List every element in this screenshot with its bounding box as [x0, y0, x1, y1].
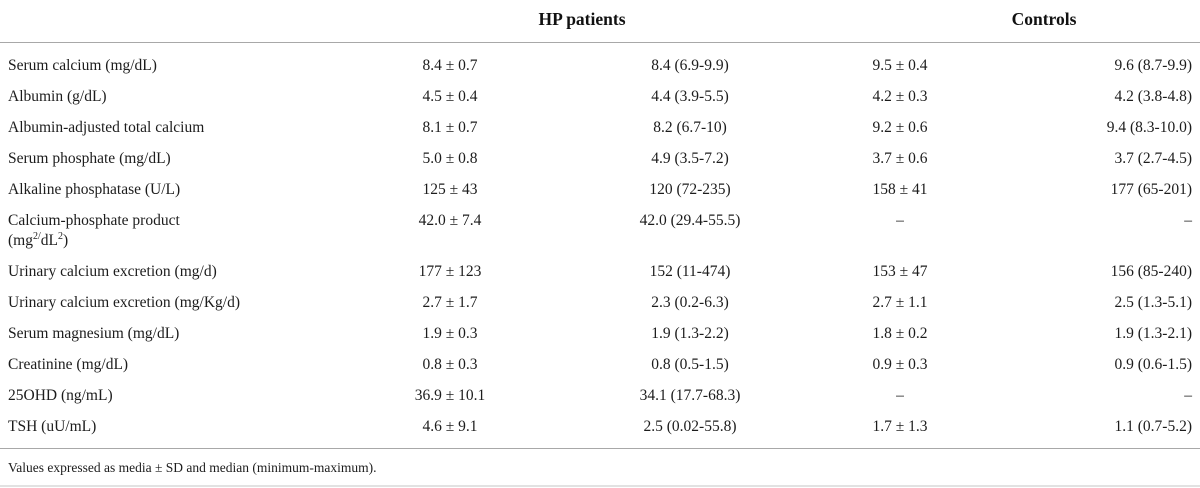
controls-mean-sd-value: 1.8 ± 0.2: [872, 325, 928, 342]
controls-median-range-value: 1.1 (0.7-5.2): [1114, 418, 1193, 435]
hp-median-range-value: 8.4 (6.9-9.9): [651, 57, 729, 74]
header-spacer: [0, 0, 330, 43]
controls-mean-sd-value: 158 ± 41: [872, 181, 928, 198]
hp-median-range-value: 42.0 (29.4-55.5): [639, 212, 741, 229]
row-label: Serum phosphate (mg/dL): [8, 150, 171, 167]
row-label: Calcium-phosphate product (mg2/dL2): [8, 212, 180, 249]
row-label: Urinary calcium excretion (mg/d): [8, 263, 217, 280]
table-footnote: Values expressed as media ± SD and media…: [8, 460, 377, 475]
row-label: 25OHD (ng/mL): [8, 387, 113, 404]
controls-mean-sd-value: 4.2 ± 0.3: [872, 88, 928, 105]
row-label: Serum magnesium (mg/dL): [8, 325, 180, 342]
row-label-unit: (mg2/dL2): [8, 230, 69, 249]
hp-median-range-value: 4.4 (3.9-5.5): [651, 88, 729, 105]
controls-mean-sd-value: 9.5 ± 0.4: [872, 57, 928, 74]
hp-median-range-value: 152 (11-474): [649, 263, 731, 280]
table-footnote-section: Values expressed as media ± SD and media…: [0, 448, 1200, 476]
hp-median-range-value: 2.3 (0.2-6.3): [651, 294, 729, 311]
hp-mean-sd-value: 36.9 ± 10.1: [414, 387, 486, 404]
hp-median-range-value: 0.8 (0.5-1.5): [651, 356, 729, 373]
row-label: Alkaline phosphatase (U/L): [8, 181, 181, 198]
controls-median-range-value: –: [1184, 387, 1193, 404]
hp-mean-sd-value: 8.4 ± 0.7: [422, 57, 478, 74]
hp-median-range-value: 34.1 (17.7-68.3): [639, 387, 741, 404]
lab-values-table: HP patients Controls Serum calcium (mg/d…: [0, 0, 1200, 448]
column-group-controls: Controls: [810, 0, 1200, 43]
controls-mean-sd-value: –: [896, 387, 904, 404]
hp-median-range-value: 120 (72-235): [649, 181, 731, 198]
controls-median-range-value: 0.9 (0.6-1.5): [1114, 356, 1193, 373]
table-row-albumin-adjusted-calcium: Albumin-adjusted total calcium 8.1 ± 0.7…: [0, 113, 1200, 144]
controls-median-range-value: 156 (85-240): [1110, 263, 1193, 280]
row-label: Urinary calcium excretion (mg/Kg/d): [8, 294, 240, 311]
hp-median-range-value: 4.9 (3.5-7.2): [651, 150, 729, 167]
controls-mean-sd-value: 153 ± 47: [872, 263, 928, 280]
table-row-serum-phosphate: Serum phosphate (mg/dL) 5.0 ± 0.8 4.9 (3…: [0, 144, 1200, 175]
table-row-serum-calcium: Serum calcium (mg/dL) 8.4 ± 0.7 8.4 (6.9…: [0, 43, 1200, 83]
table-row-albumin: Albumin (g/dL) 4.5 ± 0.4 4.4 (3.9-5.5) 4…: [0, 82, 1200, 113]
table-row-calcium-phosphate-product: Calcium-phosphate product (mg2/dL2) 42.0 …: [0, 206, 1200, 257]
controls-median-range-value: 177 (65-201): [1110, 181, 1193, 198]
row-label: TSH (uU/mL): [8, 418, 97, 435]
controls-median-range-value: 9.4 (8.3-10.0): [1106, 119, 1193, 136]
row-label: Albumin-adjusted total calcium: [8, 119, 205, 136]
table-row-serum-magnesium: Serum magnesium (mg/dL) 1.9 ± 0.3 1.9 (1…: [0, 319, 1200, 350]
hp-mean-sd-value: 0.8 ± 0.3: [422, 356, 478, 373]
hp-mean-sd-value: 125 ± 43: [422, 181, 478, 198]
controls-median-range-value: 3.7 (2.7-4.5): [1114, 150, 1193, 167]
controls-mean-sd-value: –: [896, 212, 904, 229]
column-group-hp-patients: HP patients: [330, 0, 810, 43]
controls-median-range-value: 9.6 (8.7-9.9): [1114, 57, 1193, 74]
table-row-urinary-calcium-mgkgd: Urinary calcium excretion (mg/Kg/d) 2.7 …: [0, 288, 1200, 319]
hp-mean-sd-value: 1.9 ± 0.3: [422, 325, 478, 342]
controls-mean-sd-value: 0.9 ± 0.3: [872, 356, 928, 373]
controls-mean-sd-value: 3.7 ± 0.6: [872, 150, 928, 167]
table-header-row: HP patients Controls: [0, 0, 1200, 43]
hp-mean-sd-value: 4.6 ± 9.1: [422, 418, 478, 435]
row-label: Serum calcium (mg/dL): [8, 57, 157, 74]
row-label: Creatinine (mg/dL): [8, 356, 129, 373]
controls-median-range-value: 2.5 (1.3-5.1): [1114, 294, 1193, 311]
controls-mean-sd-value: 9.2 ± 0.6: [872, 119, 928, 136]
hp-mean-sd-value: 177 ± 123: [418, 263, 482, 280]
row-label: Albumin (g/dL): [8, 88, 107, 105]
controls-mean-sd-value: 2.7 ± 1.1: [872, 294, 928, 311]
hp-mean-sd-value: 2.7 ± 1.7: [422, 294, 478, 311]
hp-mean-sd-value: 5.0 ± 0.8: [422, 150, 478, 167]
hp-mean-sd-value: 8.1 ± 0.7: [422, 119, 478, 136]
controls-median-range-value: –: [1184, 212, 1193, 229]
hp-mean-sd-value: 42.0 ± 7.4: [418, 212, 482, 229]
controls-median-range-value: 4.2 (3.8-4.8): [1114, 88, 1193, 105]
table-row-creatinine: Creatinine (mg/dL) 0.8 ± 0.3 0.8 (0.5-1.…: [0, 350, 1200, 381]
controls-mean-sd-value: 1.7 ± 1.3: [872, 418, 928, 435]
hp-median-range-value: 2.5 (0.02-55.8): [643, 418, 737, 435]
hp-median-range-value: 8.2 (6.7-10): [653, 119, 727, 136]
controls-median-range-value: 1.9 (1.3-2.1): [1114, 325, 1193, 342]
table-row-urinary-calcium-mgd: Urinary calcium excretion (mg/d) 177 ± 1…: [0, 257, 1200, 288]
hp-median-range-value: 1.9 (1.3-2.2): [651, 325, 729, 342]
table-row-alkaline-phosphatase: Alkaline phosphatase (U/L) 125 ± 43 120 …: [0, 175, 1200, 206]
table-row-tsh: TSH (uU/mL) 4.6 ± 9.1 2.5 (0.02-55.8) 1.…: [0, 412, 1200, 448]
table-row-25ohd: 25OHD (ng/mL) 36.9 ± 10.1 34.1 (17.7-68.…: [0, 381, 1200, 412]
hp-mean-sd-value: 4.5 ± 0.4: [422, 88, 478, 105]
